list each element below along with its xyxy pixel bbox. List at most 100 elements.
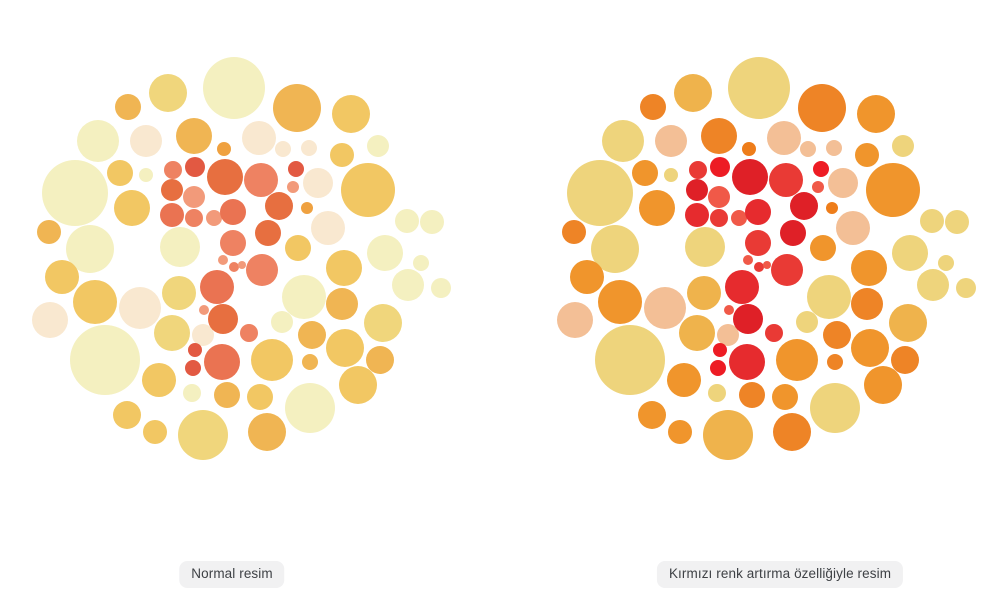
plate-dot <box>557 302 593 338</box>
plate-dot <box>208 304 238 334</box>
plate-dot <box>826 202 838 214</box>
plate-dot <box>685 227 725 267</box>
plate-dot <box>162 276 196 310</box>
plate-dot <box>855 143 879 167</box>
plate-dot <box>273 84 321 132</box>
plate-dot <box>238 261 246 269</box>
plate-dot <box>892 135 914 157</box>
plate-dot <box>685 203 709 227</box>
plate-dot <box>73 280 117 324</box>
plate-dot <box>708 384 726 402</box>
plate-dot <box>214 382 240 408</box>
plate-dot <box>247 384 273 410</box>
plate-dot <box>271 311 293 333</box>
plate-dot <box>917 269 949 301</box>
plate-dot <box>330 143 354 167</box>
plate-dot <box>204 344 240 380</box>
plate-dot <box>717 324 739 346</box>
plate-dot <box>743 255 753 265</box>
plate-dot <box>183 384 201 402</box>
plate-dot <box>367 135 389 157</box>
plate-dot <box>668 420 692 444</box>
plate-dot <box>655 125 687 157</box>
plate-dot <box>70 325 140 395</box>
plate-dot <box>851 288 883 320</box>
plate-dot <box>570 260 604 294</box>
plate-dot <box>686 179 708 201</box>
plate-dot <box>311 211 345 245</box>
plate-dot <box>244 163 278 197</box>
plate-dot <box>200 270 234 304</box>
plate-dot <box>828 168 858 198</box>
plate-dot <box>185 209 203 227</box>
plate-dot <box>810 235 836 261</box>
plate-dot <box>160 203 184 227</box>
plate-dot <box>188 343 202 357</box>
plate-dot <box>139 168 153 182</box>
plate-dot <box>255 220 281 246</box>
plate-dot <box>367 235 403 271</box>
plate-dot <box>178 410 228 460</box>
plate-dot <box>710 360 726 376</box>
plate-dot <box>113 401 141 429</box>
plate-dot <box>567 160 633 226</box>
plate-dot <box>326 329 364 367</box>
plate-dot <box>203 57 265 119</box>
plate-dot <box>796 311 818 333</box>
plate-dot <box>857 95 895 133</box>
plate-normal <box>32 57 451 460</box>
plate-dot <box>598 280 642 324</box>
plate-dot <box>301 140 317 156</box>
plate-dot <box>767 121 801 155</box>
plate-red-enhanced <box>557 57 976 460</box>
plate-dot <box>733 304 763 334</box>
plate-dot <box>364 304 402 342</box>
plate-dot <box>154 315 190 351</box>
plate-dot <box>130 125 162 157</box>
plate-dot <box>813 161 829 177</box>
plate-dot <box>595 325 665 395</box>
plate-dot <box>771 254 803 286</box>
plate-dot <box>149 74 187 112</box>
plate-dot <box>114 190 150 226</box>
plate-dot <box>664 168 678 182</box>
plate-dot <box>303 168 333 198</box>
plate-dot <box>160 227 200 267</box>
plate-dot <box>326 288 358 320</box>
plate-dot <box>725 270 759 304</box>
plate-dot <box>326 250 362 286</box>
caption-normal-image: Normal resim <box>179 561 285 588</box>
plate-dot <box>765 324 783 342</box>
plate-dot <box>742 142 756 156</box>
plate-dot <box>638 401 666 429</box>
plate-dot <box>37 220 61 244</box>
plate-dot <box>229 262 239 272</box>
plate-dot <box>703 410 753 460</box>
plate-dot <box>945 210 969 234</box>
plate-dot <box>298 321 326 349</box>
plate-dot <box>183 186 205 208</box>
plate-dot <box>288 161 304 177</box>
plate-dot <box>710 209 728 227</box>
plate-dot <box>812 181 824 193</box>
plate-dot <box>920 209 944 233</box>
plate-dot <box>217 142 231 156</box>
plate-dot <box>938 255 954 271</box>
plate-dot <box>275 141 291 157</box>
plate-dot <box>728 57 790 119</box>
plate-dot <box>431 278 451 298</box>
plate-dot <box>246 254 278 286</box>
plate-dot <box>248 413 286 451</box>
plate-dot <box>143 420 167 444</box>
plate-dot <box>773 413 811 451</box>
plate-dot <box>176 118 212 154</box>
plate-dot <box>807 275 851 319</box>
plate-dot <box>392 269 424 301</box>
plate-dot <box>798 84 846 132</box>
plate-dot <box>220 230 246 256</box>
plate-dot <box>780 220 806 246</box>
plate-dot <box>851 250 887 286</box>
plate-dot <box>644 287 686 329</box>
